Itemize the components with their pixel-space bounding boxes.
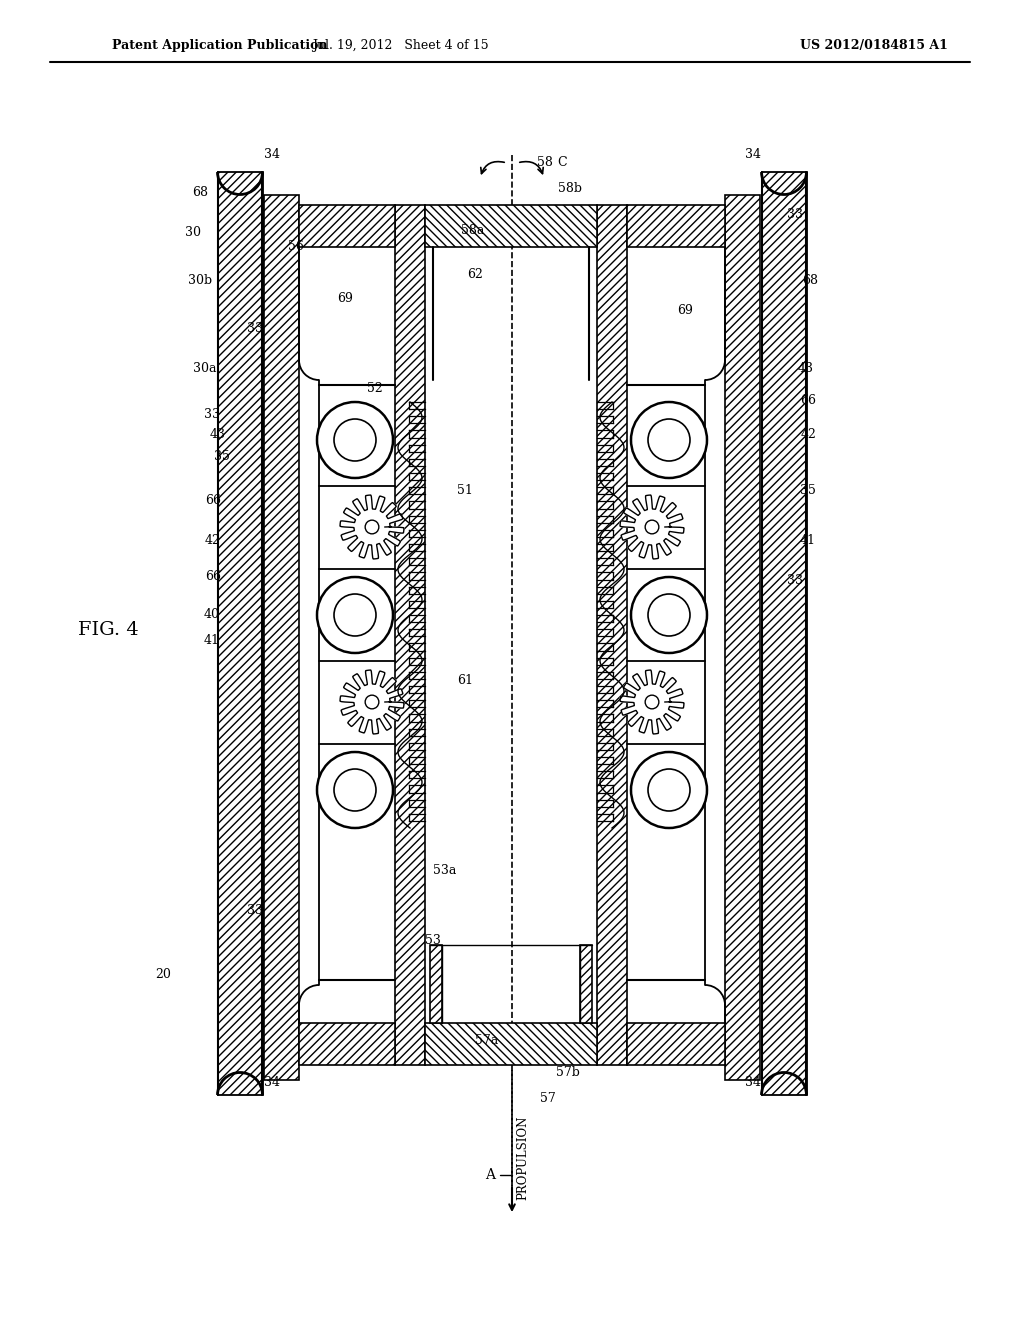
Text: 58: 58	[537, 157, 553, 169]
Text: 35: 35	[214, 450, 230, 462]
Circle shape	[317, 577, 393, 653]
Polygon shape	[620, 671, 684, 734]
Circle shape	[366, 696, 379, 709]
Text: 52: 52	[368, 381, 383, 395]
Polygon shape	[620, 495, 684, 558]
Text: FIG. 4: FIG. 4	[78, 620, 138, 639]
Text: 33: 33	[247, 322, 263, 334]
Text: PROPULSION: PROPULSION	[516, 1115, 529, 1200]
Text: 43: 43	[210, 429, 226, 441]
Circle shape	[648, 418, 690, 461]
Text: 34: 34	[264, 149, 280, 161]
Text: 34: 34	[745, 149, 761, 161]
Text: 51: 51	[457, 483, 473, 496]
Text: 53: 53	[425, 933, 441, 946]
Text: Jul. 19, 2012   Sheet 4 of 15: Jul. 19, 2012 Sheet 4 of 15	[311, 40, 488, 53]
Text: 66: 66	[800, 393, 816, 407]
Text: 62: 62	[467, 268, 483, 281]
Text: 69: 69	[337, 292, 353, 305]
Circle shape	[317, 752, 393, 828]
Bar	[299, 1023, 395, 1065]
Text: 34: 34	[745, 1076, 761, 1089]
Bar	[425, 205, 597, 247]
Text: 57: 57	[540, 1092, 556, 1105]
Circle shape	[645, 696, 658, 709]
Text: 34: 34	[264, 1076, 280, 1089]
Circle shape	[645, 520, 658, 533]
Text: 30b: 30b	[188, 273, 212, 286]
Bar	[627, 1023, 725, 1065]
Bar	[430, 945, 442, 1023]
Text: 57a: 57a	[475, 1034, 499, 1047]
Bar	[299, 205, 395, 247]
Text: 35: 35	[800, 483, 816, 496]
Bar	[627, 205, 725, 247]
Bar	[580, 945, 592, 1023]
Text: US 2012/0184815 A1: US 2012/0184815 A1	[800, 40, 948, 53]
Text: 56: 56	[288, 239, 304, 252]
Text: 61: 61	[457, 673, 473, 686]
Bar	[218, 172, 263, 1096]
Circle shape	[631, 403, 707, 478]
Text: 53a: 53a	[433, 863, 457, 876]
Circle shape	[631, 577, 707, 653]
Bar	[264, 195, 299, 1080]
Polygon shape	[340, 495, 404, 558]
Circle shape	[366, 520, 379, 533]
Bar	[762, 172, 807, 1096]
Circle shape	[334, 418, 376, 461]
Circle shape	[317, 403, 393, 478]
Text: 33: 33	[247, 903, 263, 916]
Circle shape	[334, 594, 376, 636]
Text: 66: 66	[205, 494, 221, 507]
Text: 58b: 58b	[558, 181, 582, 194]
Bar	[425, 1023, 597, 1065]
Text: 30: 30	[185, 226, 201, 239]
Bar	[395, 205, 425, 1065]
Text: Patent Application Publication: Patent Application Publication	[112, 40, 328, 53]
Text: 68: 68	[802, 273, 818, 286]
Text: 58a: 58a	[462, 223, 484, 236]
Text: 42: 42	[801, 429, 817, 441]
Text: 66: 66	[205, 570, 221, 583]
Circle shape	[631, 752, 707, 828]
Text: 41: 41	[800, 533, 816, 546]
Circle shape	[648, 770, 690, 810]
Text: 41: 41	[204, 634, 220, 647]
Text: 57b: 57b	[556, 1067, 580, 1080]
Text: C: C	[557, 157, 567, 169]
Bar	[597, 205, 627, 1065]
Text: 20: 20	[155, 969, 171, 982]
Text: 40: 40	[204, 609, 220, 622]
Text: A: A	[485, 1168, 495, 1181]
Text: 33: 33	[204, 408, 220, 421]
Text: 33: 33	[787, 209, 803, 222]
Polygon shape	[340, 671, 404, 734]
Text: 42: 42	[205, 533, 221, 546]
Text: 69: 69	[677, 304, 693, 317]
Text: 33: 33	[787, 573, 803, 586]
Circle shape	[648, 594, 690, 636]
Circle shape	[334, 770, 376, 810]
Text: 43: 43	[798, 362, 814, 375]
Text: 68: 68	[193, 186, 208, 199]
Bar	[725, 195, 760, 1080]
Text: 30a: 30a	[194, 362, 217, 375]
